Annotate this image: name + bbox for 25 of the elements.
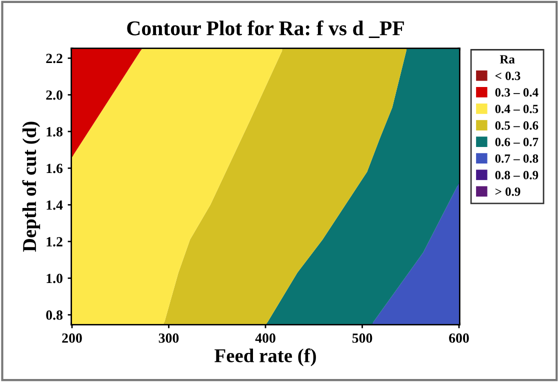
y-tick-label: 1.0 <box>46 274 62 284</box>
legend-label: 0.6 – 0.7 <box>495 138 538 146</box>
x-tick-label: 400 <box>255 333 276 343</box>
legend-label: < 0.3 <box>495 72 520 80</box>
y-axis-title: Depth of cut (d) <box>22 122 40 252</box>
y-tick-label: 1.8 <box>46 127 63 137</box>
legend-label: 0.3 – 0.4 <box>495 88 538 97</box>
y-tick-label: 1.2 <box>46 237 62 247</box>
legend-title: Ra <box>500 55 515 64</box>
legend-label: 0.8 – 0.9 <box>495 170 538 180</box>
legend-label: 0.7 – 0.8 <box>495 154 538 163</box>
y-tick-label: 0.8 <box>46 310 63 320</box>
y-tick-label: 1.4 <box>46 200 63 210</box>
legend-label: 0.4 – 0.5 <box>495 104 538 114</box>
chart-title: Contour Plot for Ra: f vs d _PF <box>127 20 404 38</box>
y-tick-label: 2.0 <box>46 90 62 100</box>
x-tick-label: 600 <box>449 333 469 343</box>
legend-label: > 0.9 <box>495 187 520 196</box>
legend-label: 0.5 – 0.6 <box>495 121 538 130</box>
x-tick-label: 200 <box>62 333 82 343</box>
x-tick-label: 500 <box>352 333 372 343</box>
y-tick-label: 1.6 <box>46 164 63 174</box>
x-tick-label: 300 <box>158 333 179 343</box>
x-axis-title: Feed rate (f) <box>214 348 316 366</box>
y-tick-label: 2.2 <box>46 54 62 64</box>
